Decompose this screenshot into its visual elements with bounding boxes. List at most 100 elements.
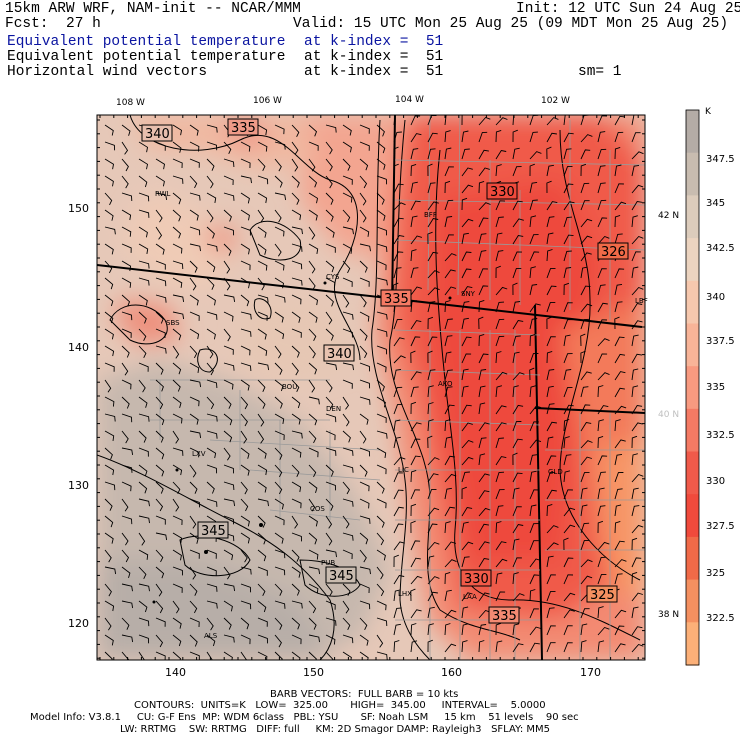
wind-barb bbox=[563, 201, 575, 211]
wind-barb bbox=[495, 422, 507, 432]
wind-barb bbox=[597, 165, 606, 177]
wind-barb bbox=[563, 148, 572, 160]
forecast-hour: 27 h bbox=[66, 16, 101, 32]
wind-barb bbox=[155, 447, 165, 460]
wind-barb bbox=[138, 345, 147, 358]
wind-barb bbox=[206, 158, 215, 171]
wind-barb bbox=[155, 396, 164, 410]
station-sbs: SBS bbox=[166, 319, 180, 327]
wind-barb bbox=[393, 506, 404, 517]
x-tick-140: 140 bbox=[165, 666, 186, 679]
wind-barb bbox=[410, 422, 422, 432]
wind-barb bbox=[240, 566, 252, 575]
wind-barb bbox=[189, 617, 200, 628]
station-sny: SNY bbox=[461, 290, 476, 298]
wind-barb bbox=[172, 362, 182, 375]
wind-barb bbox=[580, 182, 590, 194]
wind-barb bbox=[563, 282, 570, 296]
wind-barb bbox=[189, 277, 197, 291]
wind-barb bbox=[121, 617, 130, 630]
wind-barb bbox=[376, 481, 385, 494]
wind-barb bbox=[461, 486, 467, 500]
wind-barb bbox=[291, 498, 302, 509]
wind-barb bbox=[223, 277, 231, 291]
wind-barb bbox=[308, 634, 320, 643]
wind-barb bbox=[563, 507, 576, 517]
wind-barb bbox=[393, 607, 402, 619]
wind-barb bbox=[597, 217, 608, 228]
wind-barb bbox=[495, 591, 506, 602]
wind-barb bbox=[444, 455, 455, 466]
wind-barb bbox=[478, 385, 486, 398]
wind-barb bbox=[614, 371, 626, 381]
valid-time: Valid: 15 UTC Mon 25 Aug 25 (09 MDT Mon … bbox=[293, 16, 729, 32]
wind-barb bbox=[257, 192, 268, 204]
wind-barb bbox=[529, 405, 542, 415]
wind-barb bbox=[223, 498, 236, 507]
wind-barb bbox=[444, 253, 457, 262]
wind-barb bbox=[240, 328, 252, 337]
wind-barb bbox=[291, 617, 301, 630]
wind-barb bbox=[359, 549, 367, 563]
colorbar-label-342-5: 342.5 bbox=[706, 243, 735, 254]
wind-barb bbox=[376, 396, 386, 408]
wind-barb bbox=[189, 175, 198, 189]
wind-barb bbox=[189, 158, 200, 168]
wind-barb bbox=[478, 624, 487, 636]
wind-barb bbox=[614, 233, 623, 245]
wind-barb bbox=[257, 566, 268, 576]
wind-barb bbox=[410, 249, 417, 262]
wind-barb bbox=[580, 440, 593, 449]
wind-barb bbox=[631, 385, 639, 398]
wind-barb bbox=[495, 149, 507, 160]
wind-barb bbox=[580, 386, 589, 398]
wind-barb bbox=[138, 311, 147, 324]
wind-barb bbox=[257, 158, 266, 171]
station-gld: GLD bbox=[548, 468, 563, 476]
wind-barb bbox=[172, 464, 183, 476]
wind-barb bbox=[325, 498, 334, 511]
wind-barb bbox=[325, 396, 334, 410]
wind-barb bbox=[597, 520, 604, 534]
wind-barb bbox=[597, 235, 610, 245]
wind-barb bbox=[597, 435, 604, 449]
wind-barb bbox=[376, 532, 385, 546]
wind-barb bbox=[172, 345, 180, 359]
wind-barb bbox=[580, 472, 590, 483]
wind-barb bbox=[121, 379, 132, 390]
wind-barb bbox=[495, 558, 508, 568]
wind-barb bbox=[546, 555, 554, 568]
wind-barb bbox=[444, 286, 457, 296]
contour-label-335-s: 335 bbox=[488, 606, 520, 624]
wind-barb bbox=[189, 549, 200, 559]
wind-barb bbox=[393, 436, 401, 449]
wind-barb bbox=[104, 515, 114, 528]
wind-barb bbox=[529, 353, 539, 364]
wind-barb bbox=[563, 216, 573, 228]
wind-barb bbox=[104, 362, 115, 372]
wind-barb bbox=[376, 209, 386, 221]
wind-barb bbox=[172, 192, 182, 205]
wind-barb bbox=[240, 175, 252, 184]
wind-barb bbox=[138, 430, 147, 443]
wind-barb bbox=[631, 286, 644, 296]
wind-barb bbox=[563, 537, 569, 551]
wind-barb bbox=[257, 277, 265, 291]
wind-barb bbox=[512, 166, 522, 177]
wind-barb bbox=[172, 413, 183, 424]
wind-barb bbox=[155, 379, 164, 392]
wind-barb bbox=[631, 132, 641, 143]
wind-barb bbox=[461, 184, 474, 194]
wind-barb bbox=[563, 353, 573, 364]
wind-barb bbox=[308, 328, 317, 341]
y-tick-140: 140 bbox=[68, 341, 89, 354]
wind-barb bbox=[393, 267, 402, 279]
wind-barb bbox=[512, 147, 520, 160]
wind-barb bbox=[308, 498, 316, 512]
wind-barb bbox=[308, 192, 319, 204]
wind-barb bbox=[359, 311, 370, 322]
wind-barb bbox=[104, 413, 116, 422]
wind-barb bbox=[291, 600, 303, 609]
wind-barb bbox=[172, 583, 183, 593]
wind-barb bbox=[478, 131, 488, 143]
